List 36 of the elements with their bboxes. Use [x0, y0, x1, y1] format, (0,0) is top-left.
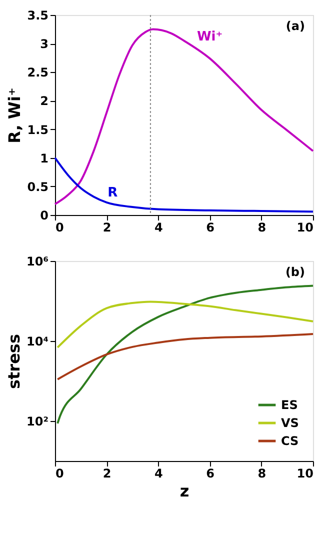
y-tick-label: 1.5	[27, 122, 48, 137]
series-label: R	[108, 185, 118, 200]
x-tick-label: 0	[56, 466, 64, 480]
line-series	[56, 300, 314, 348]
x-tick-label: 2	[102, 466, 112, 480]
x-tick-label: 6	[206, 220, 214, 234]
x-tick-label: 10	[296, 466, 314, 480]
y-tick-label: 3	[40, 37, 48, 52]
legend-label: CS	[281, 434, 299, 448]
line-series	[54, 156, 314, 213]
annotation: (b)	[285, 265, 305, 279]
y-axis-title: R, Wi⁺	[5, 88, 24, 144]
legend-label: VS	[281, 416, 299, 430]
x-tick-label: 4	[154, 220, 163, 234]
y-tick-label: 10²	[26, 414, 48, 428]
x-tick-label: 2	[102, 220, 112, 234]
x-tick-label: 4	[154, 466, 163, 480]
y-tick-label: 0.5	[27, 180, 48, 194]
y-tick-label: 2	[40, 94, 48, 108]
y-tick-label: 3.5	[27, 8, 48, 22]
y-tick-label: 10⁴	[26, 334, 48, 348]
y-tick-label: 0	[40, 208, 48, 222]
line-series	[56, 332, 314, 380]
legend-label: ES	[281, 398, 298, 412]
x-tick-label: 8	[258, 220, 266, 234]
x-tick-label: 6	[206, 466, 214, 480]
y-tick-label: 10⁶	[26, 254, 48, 268]
y-tick-label: 1	[40, 151, 48, 166]
x-axis-title: z	[180, 482, 190, 500]
x-tick-label: 8	[258, 466, 266, 480]
y-tick-label: 2.5	[27, 66, 48, 80]
x-tick-label: 0	[56, 220, 64, 234]
x-tick-label: 10	[296, 220, 314, 234]
annotation: (a)	[286, 19, 305, 33]
y-axis-title: stress	[4, 334, 24, 389]
series-label: Wi⁺	[196, 29, 223, 44]
